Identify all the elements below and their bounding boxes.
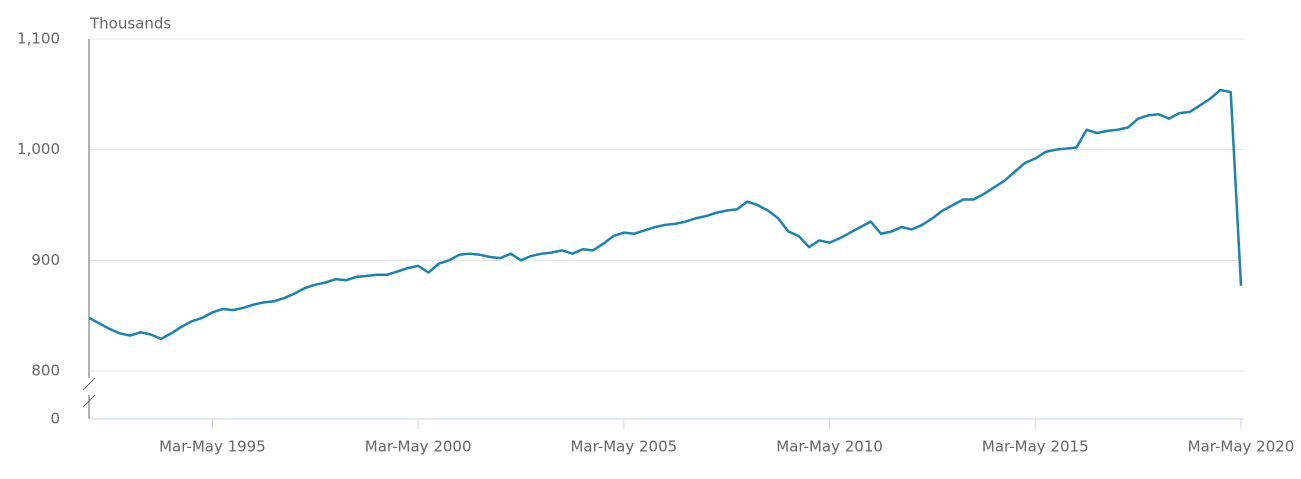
axis-break (82, 394, 96, 408)
y-unit-label: Thousands (89, 15, 171, 33)
x-tick-label: Mar-May 2000 (365, 438, 472, 456)
y-tick-label: 800 (31, 362, 60, 380)
x-tick-label: Mar-May 2015 (982, 438, 1089, 456)
x-tick-label: Mar-May 1995 (159, 438, 266, 456)
x-tick-label: Mar-May 2020 (1188, 438, 1295, 456)
line-series (88, 88, 1243, 341)
axis-break (82, 377, 96, 391)
x-tick-label: Mar-May 2005 (570, 438, 677, 456)
y-tick-label: 1,100 (17, 30, 60, 48)
x-tick-label: Mar-May 2010 (776, 438, 883, 456)
y-tick-label: 0 (50, 410, 60, 428)
y-tick-label: 1,000 (17, 140, 60, 158)
y-tick-label: 900 (31, 251, 60, 269)
